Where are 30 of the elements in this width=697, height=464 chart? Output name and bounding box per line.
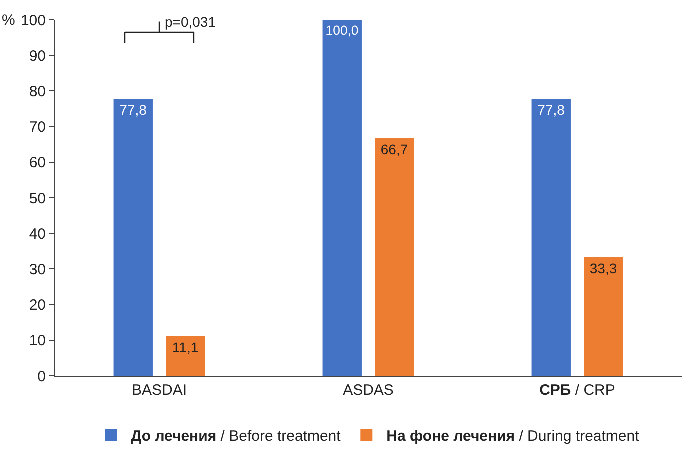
y-tick-label: 0 (38, 368, 46, 386)
data-label: 100,0 (326, 23, 359, 38)
y-tick-label: 20 (29, 297, 46, 314)
legend-label: На фоне лечения / During treatment (386, 428, 640, 445)
y-tick-label: 60 (29, 154, 46, 172)
x-tick-label: ASDAS (343, 382, 394, 399)
bar (584, 257, 624, 376)
y-tick-label: 30 (29, 261, 46, 278)
data-label: 77,8 (120, 102, 148, 118)
x-tick-label: СРБ / CRP (540, 382, 616, 399)
bar (375, 138, 414, 376)
bar (532, 99, 571, 376)
legend-label: До лечения / Before treatment (131, 428, 342, 445)
x-tick-label: BASDAI (132, 382, 188, 399)
y-tick-label: 50 (29, 190, 46, 208)
bar (166, 336, 206, 376)
y-tick-label: 10 (29, 332, 46, 350)
y-tick-label: 40 (29, 226, 46, 243)
data-label: 11,1 (172, 339, 199, 356)
y-tick-label: 70 (29, 119, 46, 136)
data-label: 33,3 (590, 260, 618, 276)
y-tick-label: 90 (29, 48, 46, 65)
data-label: 77,8 (538, 102, 566, 118)
bar (114, 99, 153, 376)
y-tick-label: 80 (29, 83, 46, 100)
y-tick-label: 100 (20, 12, 46, 30)
data-label: 66,7 (380, 142, 408, 158)
bar (322, 20, 362, 376)
annotation: p=0,031 (165, 14, 216, 30)
y-axis-title: % (2, 12, 16, 29)
